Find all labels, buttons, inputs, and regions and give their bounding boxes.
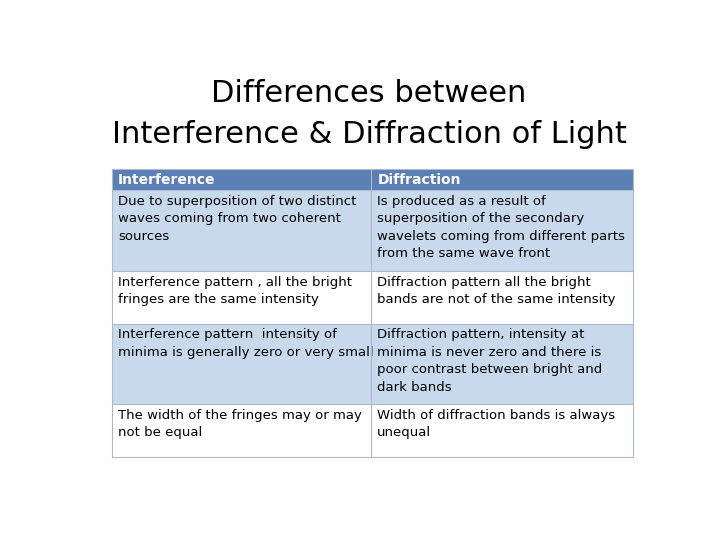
Text: Interference pattern  intensity of
minima is generally zero or very small: Interference pattern intensity of minima… <box>118 328 374 359</box>
Text: Interference: Interference <box>118 173 215 186</box>
Text: Diffraction pattern all the bright
bands are not of the same intensity: Diffraction pattern all the bright bands… <box>377 276 616 306</box>
Text: Is produced as a result of
superposition of the secondary
wavelets coming from d: Is produced as a result of superposition… <box>377 195 625 260</box>
Text: Diffraction pattern, intensity at
minima is never zero and there is
poor contras: Diffraction pattern, intensity at minima… <box>377 328 603 394</box>
Bar <box>112 168 371 190</box>
Bar <box>371 271 632 323</box>
Bar <box>112 404 371 457</box>
Text: Width of diffraction bands is always
unequal: Width of diffraction bands is always une… <box>377 409 616 440</box>
Text: Interference pattern , all the bright
fringes are the same intensity: Interference pattern , all the bright fr… <box>118 276 352 306</box>
Text: Due to superposition of two distinct
waves coming from two coherent
sources: Due to superposition of two distinct wav… <box>118 195 356 243</box>
Text: Interference & Diffraction of Light: Interference & Diffraction of Light <box>112 120 626 149</box>
Text: The width of the fringes may or may
not be equal: The width of the fringes may or may not … <box>118 409 361 440</box>
Text: Diffraction: Diffraction <box>377 173 461 186</box>
Bar <box>112 323 371 404</box>
Bar <box>112 271 371 323</box>
Bar <box>371 190 632 271</box>
Bar <box>371 168 632 190</box>
Bar <box>371 323 632 404</box>
Text: Differences between: Differences between <box>211 79 527 107</box>
Bar <box>112 190 371 271</box>
Bar <box>371 404 632 457</box>
